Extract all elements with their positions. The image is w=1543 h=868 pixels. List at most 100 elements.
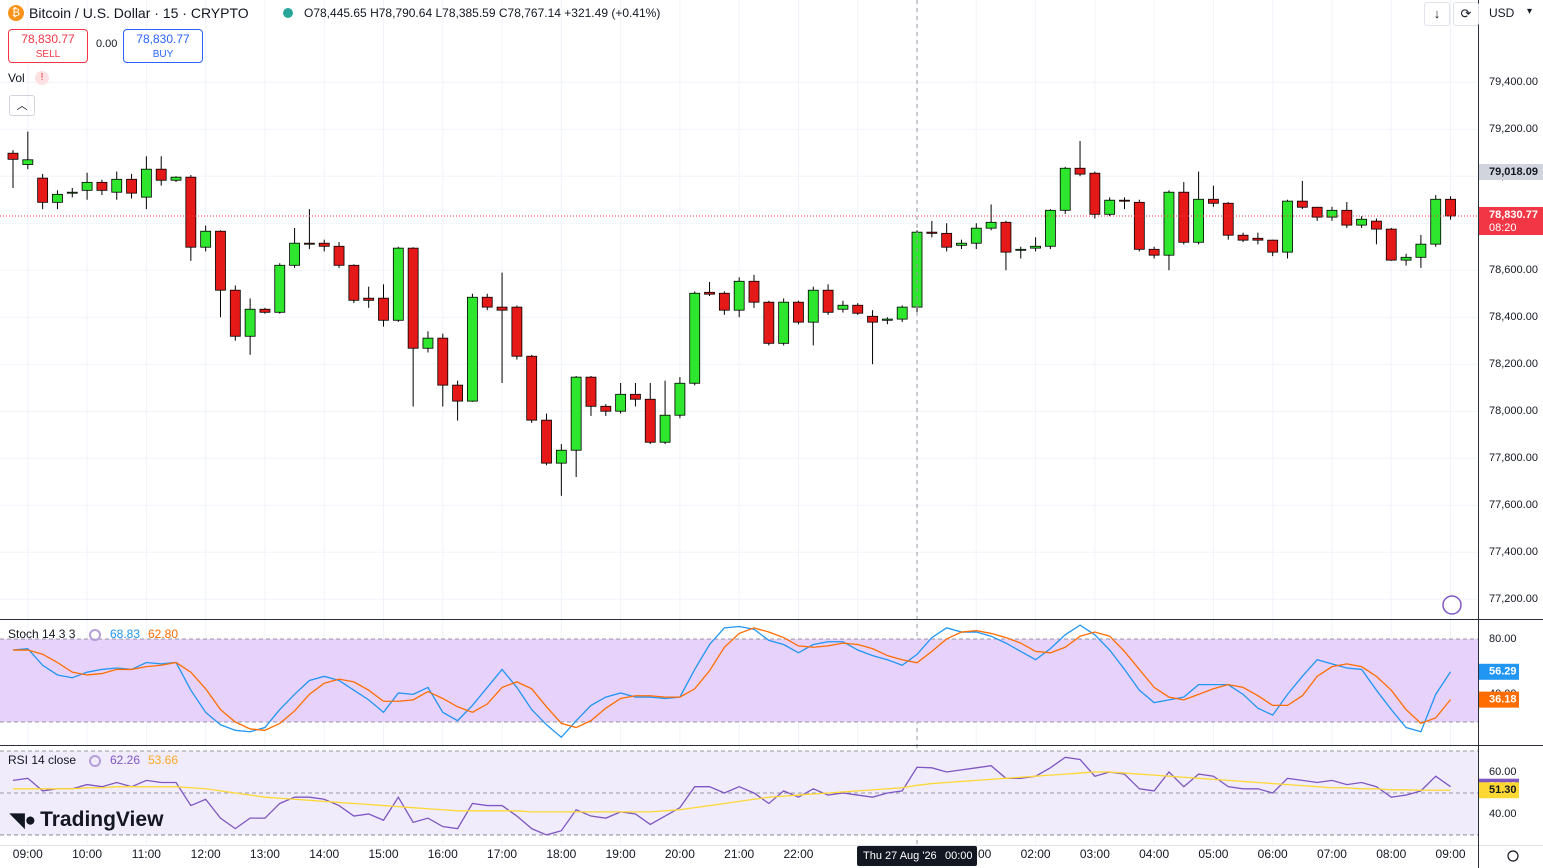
symbol[interactable]: Bitcoin / U.S. Dollar · 15 · CRYPTO <box>29 5 249 21</box>
indicator-title: RSI 14 close <box>8 753 76 767</box>
candle-body <box>7 152 19 160</box>
last-value-label: 36.18 <box>1489 694 1517 706</box>
coin-icon: ₿ <box>8 5 24 21</box>
collapse-button[interactable]: ︿ <box>9 95 35 116</box>
x-tick-label: 16:00 <box>428 847 458 861</box>
candle-body <box>1252 237 1264 241</box>
x-tick-label: 18:00 <box>546 847 576 861</box>
buy-label: BUY <box>152 49 174 60</box>
y-tick-label: 79,400.00 <box>1489 76 1538 88</box>
candle-body <box>140 168 152 198</box>
candle-body <box>1000 221 1012 253</box>
indicator-icon <box>89 629 101 641</box>
candle-body <box>926 231 938 234</box>
candle-body <box>289 242 300 266</box>
candle-body <box>96 181 108 191</box>
x-tick-label: 20:00 <box>665 847 695 861</box>
candle-body <box>1133 201 1145 250</box>
ohlc-close: C78,767.14 <box>498 6 561 20</box>
candle-body <box>1193 198 1204 243</box>
last-value-box <box>1479 782 1519 799</box>
indicator-title: Stoch 14 3 3 <box>8 627 76 641</box>
last-price-label: 78,830.77 <box>1489 209 1538 221</box>
x-tick-label: 10:00 <box>72 847 102 861</box>
candle-body <box>1148 248 1160 256</box>
indicator-icon <box>89 755 101 767</box>
x-tick-label: 02:00 <box>1021 847 1051 861</box>
indicator-line <box>12 624 1452 739</box>
legend-value: 53.66 <box>148 753 178 767</box>
candle-body <box>1326 209 1338 218</box>
candle-body <box>1296 200 1308 208</box>
candle-body <box>37 177 49 203</box>
x-tick-label: 05:00 <box>1198 847 1228 861</box>
scroll-button[interactable]: ↓ <box>1424 2 1450 26</box>
candle-body <box>615 393 627 412</box>
candle-body <box>66 191 78 194</box>
x-tick-label: 03:00 <box>1080 847 1110 861</box>
x-tick-label: 09:00 <box>13 847 43 861</box>
ohlc-low: L78,385.59 <box>435 6 496 20</box>
y-tick-label: 77,200.00 <box>1489 593 1538 605</box>
x-tick-label: 07:00 <box>1317 847 1347 861</box>
candle-body <box>1430 198 1442 245</box>
candle-body <box>644 398 656 443</box>
legend-value: 62.26 <box>110 753 140 767</box>
candle-body <box>970 227 982 244</box>
candle-body <box>748 280 760 303</box>
candle-body <box>111 178 123 193</box>
candle-body <box>407 247 419 349</box>
candle-body <box>200 230 212 248</box>
candle-body <box>363 297 375 301</box>
candle-body <box>348 264 360 301</box>
candle-body <box>1237 234 1249 241</box>
sell-button[interactable]: 78,830.77 SELL <box>8 29 88 63</box>
legend-value: 62.80 <box>148 627 178 641</box>
last-value-label: 56.29 <box>1489 666 1517 678</box>
market-status <box>283 8 293 18</box>
warning-icon[interactable]: ! <box>35 71 49 85</box>
candle-body <box>437 337 449 386</box>
currency[interactable]: USD <box>1489 6 1515 20</box>
indicator-line <box>13 771 1451 813</box>
candle-body <box>1045 209 1056 247</box>
candle-body <box>1282 200 1293 253</box>
x-tick-label: 04:00 <box>1139 847 1169 861</box>
candle-body <box>244 308 256 337</box>
y-tick-label: 60.00 <box>1489 766 1517 778</box>
candle-body <box>1341 209 1353 226</box>
brand: ◥● TradingView <box>10 808 163 832</box>
candle-body <box>1089 172 1101 215</box>
candle-body <box>822 289 834 313</box>
candle-body <box>600 405 612 412</box>
spread: 0.00 <box>96 38 118 50</box>
currency-arrow: ▾ <box>1527 6 1533 17</box>
last-value-label: 51.30 <box>1489 784 1517 796</box>
lightning-icon <box>1442 595 1462 615</box>
x-tick-label: 19:00 <box>606 847 636 861</box>
candle-body <box>541 419 552 464</box>
candle-body <box>718 292 730 311</box>
candle-body <box>318 242 330 247</box>
candle-body <box>1267 239 1279 253</box>
candle-body <box>1356 218 1368 226</box>
candle-body <box>526 355 538 421</box>
reset-button[interactable]: ⟳ <box>1453 2 1479 26</box>
candle-body <box>1015 248 1027 251</box>
buy-button[interactable]: 78,830.77 BUY <box>123 29 203 63</box>
y-tick-label: 78,200.00 <box>1489 358 1538 370</box>
marker-label: 79,018.09 <box>1489 166 1538 178</box>
candle-body <box>659 414 671 443</box>
candle-body <box>1074 167 1086 175</box>
brand-name: TradingView <box>40 808 164 831</box>
candle-body <box>422 337 434 349</box>
candle-body <box>585 376 597 407</box>
candle-body <box>378 297 389 321</box>
candle-body <box>481 296 493 308</box>
ohlc-change: +321.49 (+0.41%) <box>564 6 661 20</box>
candle-body <box>52 193 63 203</box>
candle-body <box>392 247 404 321</box>
y-tick-label: 78,000.00 <box>1489 405 1538 417</box>
